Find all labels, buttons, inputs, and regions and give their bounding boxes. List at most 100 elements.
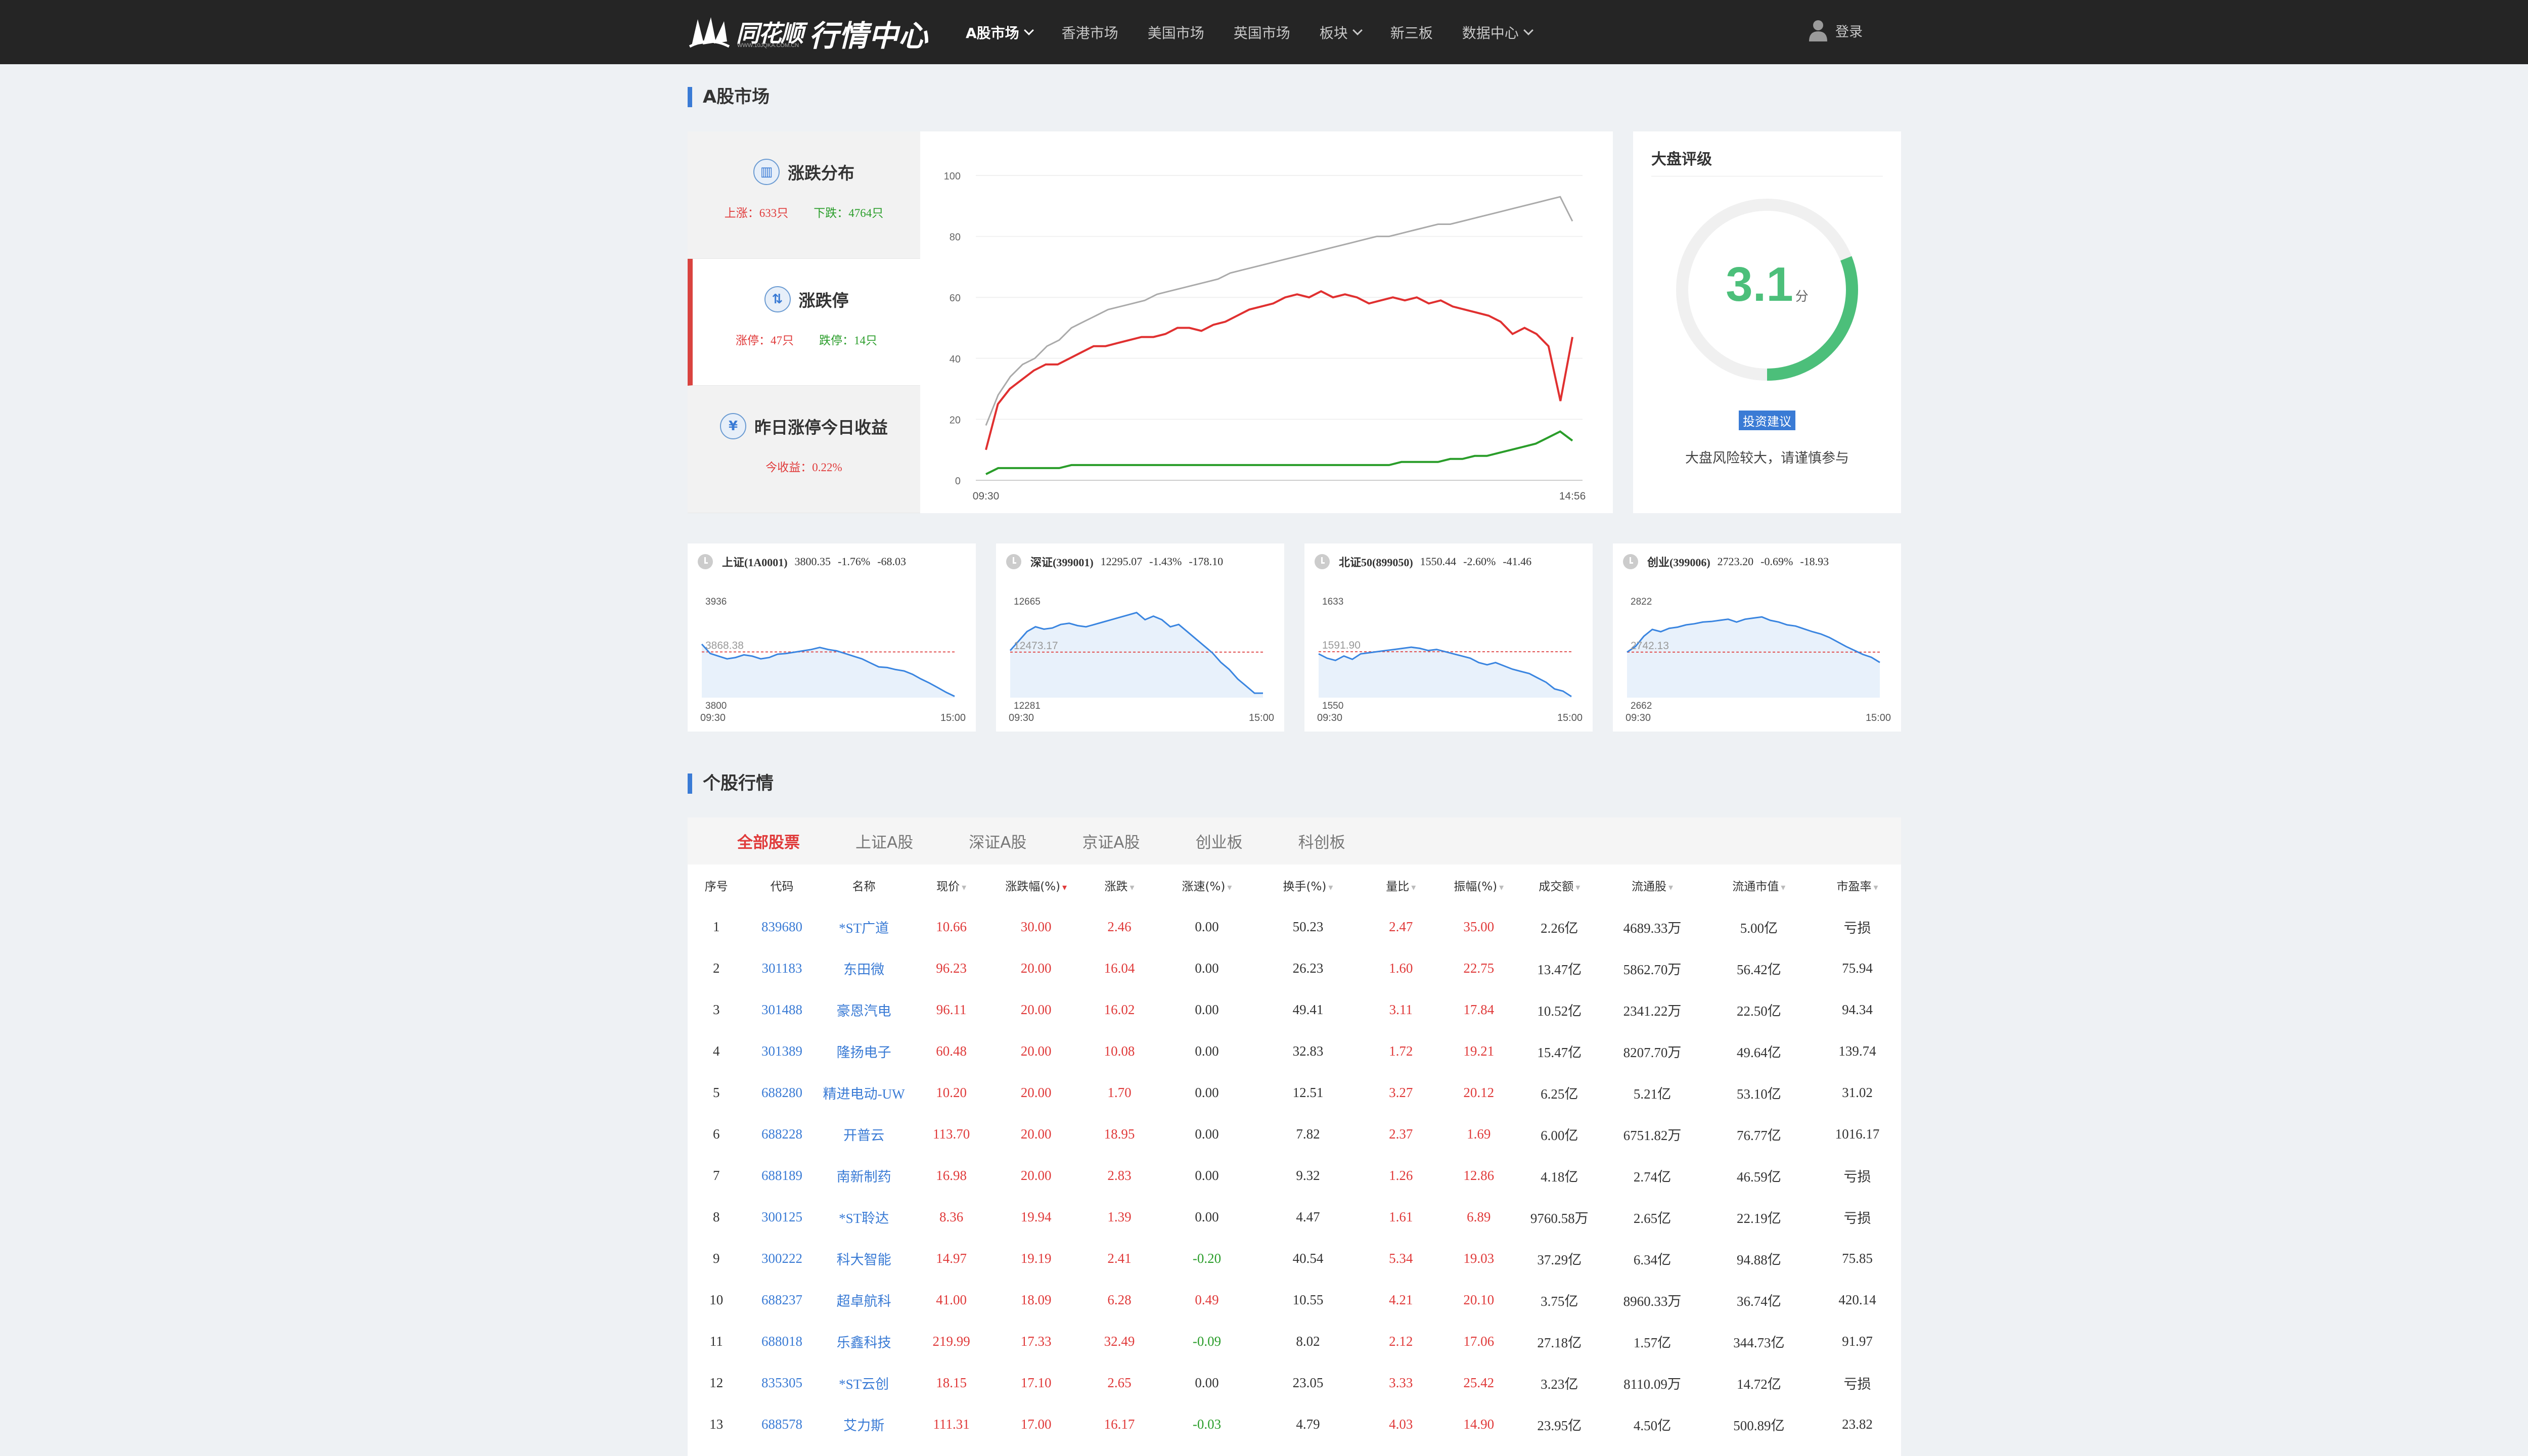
x-tick-label: 15:00 (940, 712, 966, 723)
table-row[interactable]: 2 301183 东田微 96.23 20.00 16.04 0.00 26.23 1.60 22… (688, 947, 1901, 989)
column-header-8[interactable]: 量比 (1363, 864, 1439, 906)
cell-名称[interactable]: 东田微 (843, 962, 885, 977)
table-row[interactable]: 14300604长川科技59.5916.988.65-0.0226.063.20… (688, 1445, 1901, 1456)
cell-代码[interactable]: 688237 (761, 1292, 802, 1307)
overview-tab-stats: 今收益：0.22% (688, 458, 920, 475)
index-card-bj50[interactable]: 北证50(899050) 1550.44 -2.60% -41.46 1633 1591.… (1304, 543, 1593, 732)
cell-涨速(%): -0.20 (1192, 1250, 1222, 1266)
stock-tab-2[interactable]: 深证A股 (969, 834, 1027, 852)
index-card-cyb[interactable]: 创业(399006) 2723.20 -0.69% -18.93 2822 2742.13… (1613, 543, 1901, 732)
cell-名称[interactable]: 隆扬电子 (836, 1044, 891, 1060)
stock-table: 序号 代码 名称 现价涨跌幅(%)涨跌涨速(%)换手(%)量比振幅(%)成交额流通股流… (688, 864, 1901, 1456)
stock-tab-4[interactable]: 创业板 (1195, 834, 1243, 852)
cell-流通市值: 22.50亿 (1736, 1003, 1781, 1019)
table-row[interactable]: 5 688280 精进电动-UW 10.20 20.00 1.70 0.00 12.51 3.2… (688, 1072, 1901, 1113)
cell-流通股: 5.21亿 (1633, 1086, 1672, 1102)
table-row[interactable]: 11 688018 乐鑫科技 219.99 17.33 32.49 -0.09 8.02 2.1… (688, 1321, 1901, 1362)
nav-item-6[interactable]: 数据中心 (1462, 22, 1533, 42)
index-change: -178.10 (1189, 555, 1224, 568)
table-row[interactable]: 4 301389 隆扬电子 60.48 20.00 10.08 0.00 32.83 1.72 1… (688, 1030, 1901, 1072)
stock-tab-5[interactable]: 科创板 (1298, 834, 1345, 852)
table-row[interactable]: 13 688578 艾力斯 111.31 17.00 16.17 -0.03 4.79 4.03… (688, 1403, 1901, 1445)
cell-代码[interactable]: 300125 (761, 1209, 802, 1224)
table-row[interactable]: 12 835305 *ST云创 18.15 17.10 2.65 0.00 23.05 3.33… (688, 1362, 1901, 1403)
cell-代码[interactable]: 688578 (761, 1416, 802, 1432)
cell-涨跌幅(%): 19.94 (1020, 1209, 1052, 1224)
cell-现价: 59.59 (909, 1445, 994, 1456)
cell-代码[interactable]: 688280 (761, 1084, 802, 1100)
column-header-9[interactable]: 振幅(%) (1439, 864, 1518, 906)
site-logo[interactable]: 同花顺 WWW.10JQKA.COM.CN 行情中心 (688, 11, 940, 53)
cell-代码[interactable]: 301389 (761, 1043, 802, 1059)
table-row[interactable]: 8 300125 *ST聆达 8.36 19.94 1.39 0.00 4.47 1.61 6.8… (688, 1196, 1901, 1238)
nav-item-0[interactable]: A股市场 (966, 22, 1034, 42)
cell-名称[interactable]: 南新制药 (836, 1169, 891, 1185)
table-row[interactable]: 7 688189 南新制药 16.98 20.00 2.83 0.00 9.32 1.26 12.… (688, 1155, 1901, 1196)
index-pct: -1.76% (838, 555, 871, 568)
overview-tab-0[interactable]: ▥ 涨跌分布 上涨：633只 下跌：4764只 (688, 131, 920, 259)
table-row[interactable]: 1 839680 *ST广道 10.66 30.00 2.46 0.00 50.23 2.47 3… (688, 906, 1901, 947)
column-header-4[interactable]: 涨跌幅(%) (994, 864, 1078, 906)
overview-tab-1[interactable]: ⇅ 涨跌停 涨停：47只 跌停：14只 (688, 259, 920, 386)
index-card-sh[interactable]: 上证(1A0001) 3800.35 -1.76% -68.03 3936 3868.38… (688, 543, 976, 732)
login-link[interactable]: 登录 (1808, 19, 1863, 41)
cell-代码[interactable]: 688228 (761, 1126, 802, 1142)
nav-item-3[interactable]: 英国市场 (1234, 22, 1290, 42)
bar-chart-icon: ▥ (753, 159, 780, 185)
stat-up: 上涨：633只 (724, 207, 789, 219)
column-header-12[interactable]: 流通市值 (1704, 864, 1814, 906)
cell-名称[interactable]: 豪恩汽电 (836, 1003, 891, 1019)
cell-代码[interactable]: 688018 (761, 1333, 802, 1349)
cell-代码[interactable]: 835305 (761, 1375, 802, 1390)
overview-tab-2[interactable]: ¥ 昨日涨停今日收益 今收益：0.22% (688, 386, 920, 513)
cell-代码[interactable]: 301488 (761, 1002, 802, 1017)
cell-名称[interactable]: 长川科技 (819, 1445, 909, 1456)
cell-名称[interactable]: 艾力斯 (843, 1418, 885, 1433)
nav-item-1[interactable]: 香港市场 (1062, 22, 1118, 42)
cell-名称[interactable]: 乐鑫科技 (836, 1335, 891, 1350)
y-tick-label: 3936 (705, 597, 727, 607)
cell-代码[interactable]: 300222 (761, 1250, 802, 1266)
column-header-7[interactable]: 换手(%) (1253, 864, 1363, 906)
cell-流通股: 6.34亿 (1633, 1252, 1672, 1267)
index-price: 3800.35 (794, 555, 831, 568)
column-header-3[interactable]: 现价 (909, 864, 994, 906)
column-header-11[interactable]: 流通股 (1600, 864, 1704, 906)
cell-名称[interactable]: *ST云创 (839, 1376, 889, 1392)
stock-tab-1[interactable]: 上证A股 (855, 834, 914, 852)
nav-item-4[interactable]: 板块 (1320, 22, 1363, 42)
cell-振幅(%): 20.10 (1463, 1292, 1495, 1307)
column-header-6[interactable]: 涨速(%) (1160, 864, 1253, 906)
table-row[interactable]: 10 688237 超卓航科 41.00 18.09 6.28 0.49 10.55 4.21 2… (688, 1279, 1901, 1321)
cell-涨跌: 2.65 (1107, 1375, 1132, 1390)
cell-名称[interactable]: 科大智能 (836, 1252, 891, 1267)
stock-tab-3[interactable]: 京证A股 (1082, 834, 1140, 852)
login-label: 登录 (1835, 24, 1863, 40)
cell-代码[interactable]: 688189 (761, 1167, 802, 1183)
table-row[interactable]: 9 300222 科大智能 14.97 19.19 2.41 -0.20 40.54 5.34 1… (688, 1238, 1901, 1279)
nav-item-5[interactable]: 新三板 (1390, 22, 1433, 42)
column-header-5[interactable]: 涨跌 (1078, 864, 1160, 906)
cell-涨速(%): 0.00 (1195, 960, 1219, 976)
cell-成交额: 9760.58万 (1530, 1210, 1589, 1226)
cell-名称[interactable]: 超卓航科 (836, 1293, 891, 1309)
cell-名称[interactable]: *ST聆达 (839, 1210, 889, 1226)
column-header-13[interactable]: 市盈率 (1814, 864, 1901, 906)
cell-代码[interactable]: 300604 (745, 1445, 819, 1456)
nav-item-2[interactable]: 美国市场 (1148, 22, 1204, 42)
column-header-10[interactable]: 成交额 (1518, 864, 1600, 906)
cell-名称[interactable]: *ST广道 (839, 920, 889, 936)
index-card-sz[interactable]: 深证(399001) 12295.07 -1.43% -178.10 12665 1247… (996, 543, 1284, 732)
cell-代码[interactable]: 839680 (761, 919, 802, 934)
cell-振幅(%): 22.75 (1463, 960, 1495, 976)
cell-代码[interactable]: 301183 (761, 960, 802, 976)
table-row[interactable]: 6 688228 开普云 113.70 20.00 18.95 0.00 7.82 2.37 1.… (688, 1113, 1901, 1155)
y-tick-label: 60 (950, 293, 961, 304)
overview-tab-label: 昨日涨停今日收益 (754, 418, 888, 437)
stock-tab-0[interactable]: 全部股票 (737, 834, 800, 852)
cell-名称[interactable]: 开普云 (843, 1127, 885, 1143)
cell-涨跌: 2.41 (1107, 1250, 1132, 1266)
table-row[interactable]: 3 301488 豪恩汽电 96.11 20.00 16.02 0.00 49.41 3.11 1… (688, 989, 1901, 1030)
cell-名称[interactable]: 精进电动-UW (823, 1086, 905, 1102)
y-tick-label: 2822 (1631, 597, 1652, 607)
